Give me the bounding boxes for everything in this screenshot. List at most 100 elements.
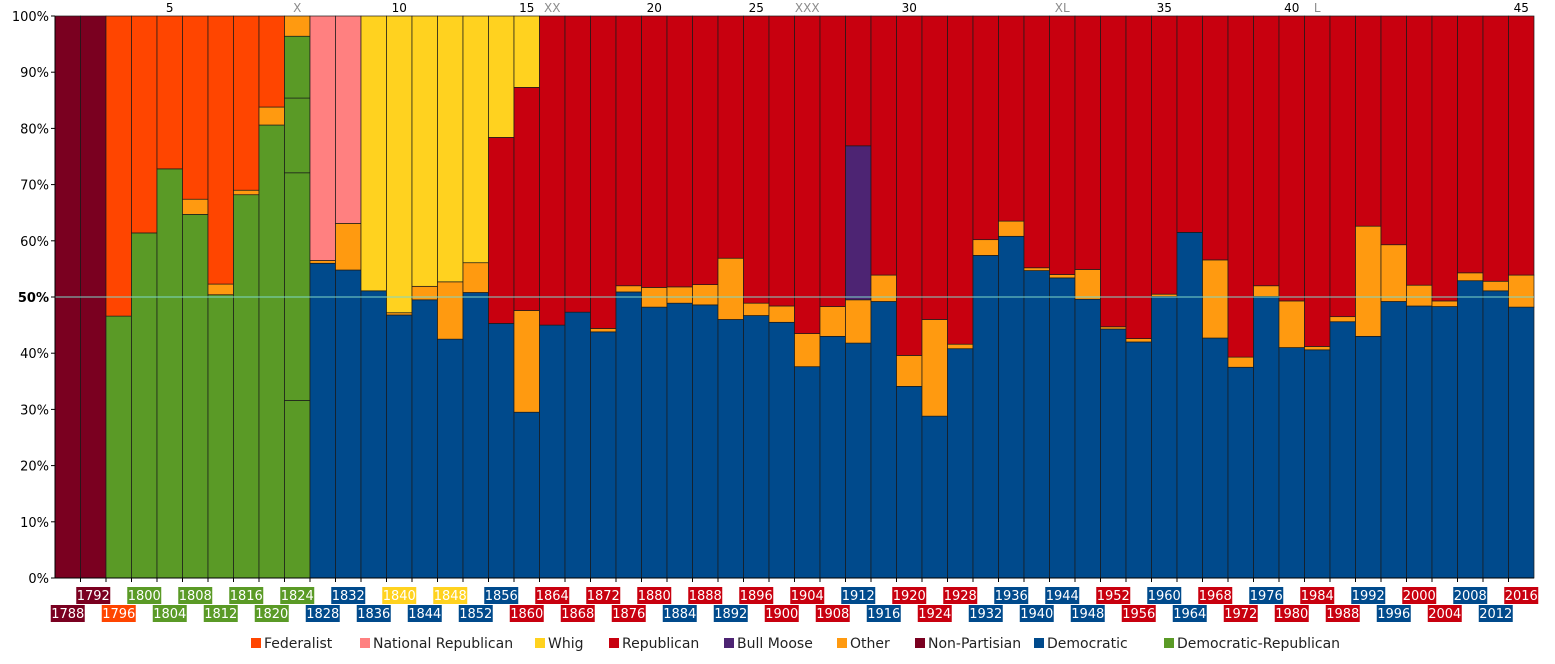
bar-segment-1812-oth	[207, 283, 234, 296]
year-label-1848: 1848	[433, 587, 468, 604]
bar-segment-1928-dem	[947, 348, 974, 579]
bar-segment-1916-dem	[870, 301, 897, 579]
bar-segment-1924-rep	[921, 15, 948, 320]
year-label-1860: 1860	[509, 605, 544, 622]
bar-segment-1900-oth	[768, 305, 795, 323]
year-label-box	[1325, 605, 1360, 622]
bar-segment-1856-rep	[488, 137, 515, 324]
legend-item-oth: Other	[837, 636, 890, 652]
legend-label: Non-Partisian	[928, 636, 1021, 652]
bar-segment-1904-dem	[794, 366, 821, 579]
bar-segment-1932-rep	[972, 15, 999, 241]
bar-segment-1876-oth	[615, 285, 642, 293]
year-label-box	[1453, 587, 1488, 604]
bar-segment-1988-dem	[1329, 321, 1356, 579]
year-label-text: 2012	[1479, 607, 1512, 622]
legend-item-dr: Democratic-Republican	[1164, 636, 1340, 652]
year-label-text: 1852	[459, 607, 492, 622]
year-label-1992: 1992	[1351, 587, 1386, 604]
plot-frame	[54, 16, 1534, 582]
bar-segment-1916-oth	[870, 274, 897, 302]
bar-segment-1820-oth	[258, 106, 285, 126]
bar-segment-1980-dem	[1278, 347, 1305, 579]
bar-segment-1844-oth	[411, 285, 438, 301]
legend-item-np: Non-Partisian	[915, 636, 1021, 652]
bar-segment-1832-dem	[335, 269, 362, 579]
year-label-box	[841, 587, 876, 604]
year-label-text: 1880	[638, 589, 671, 604]
year-label-1800: 1800	[127, 587, 162, 604]
year-label-box	[305, 605, 340, 622]
bar-segment-1936-dem	[998, 235, 1025, 579]
bar-segment-1824-dr	[284, 172, 311, 401]
bar-segment-1956-dem	[1125, 341, 1152, 579]
bar-segment-1824-dr	[284, 35, 311, 99]
legend-label: Democratic	[1047, 636, 1128, 652]
bar-segment-1796-dr	[105, 315, 132, 579]
year-label-text: 1968	[1199, 589, 1232, 604]
year-label-1936: 1936	[994, 587, 1029, 604]
ordinal-label: X	[293, 1, 301, 15]
y-tick-label: 70%	[20, 179, 49, 194]
year-label-2016: 2016	[1504, 587, 1539, 604]
year-label-1812: 1812	[203, 605, 238, 622]
bar-segment-1832-oth	[335, 223, 362, 271]
year-label-text: 1804	[153, 607, 186, 622]
ordinal-label: 40	[1284, 1, 1299, 15]
year-label-text: 2004	[1428, 607, 1461, 622]
year-label-1864: 1864	[535, 587, 570, 604]
year-label-text: 2008	[1454, 589, 1487, 604]
year-label-box	[1504, 587, 1539, 604]
year-label-text: 1828	[306, 607, 339, 622]
bar-segment-2012-dem	[1482, 290, 1509, 579]
legend-label: Whig	[548, 636, 584, 652]
bar-segment-1980-rep	[1278, 15, 1305, 302]
year-label-box	[1096, 587, 1131, 604]
year-label-1944: 1944	[1045, 587, 1080, 604]
year-label-box	[484, 587, 519, 604]
bar-segment-1852-dem	[462, 292, 489, 579]
year-label-1876: 1876	[611, 605, 646, 622]
year-label-text: 1808	[179, 589, 212, 604]
year-label-box	[1198, 587, 1233, 604]
bar-segment-1808-fed	[182, 15, 209, 200]
legend-swatch	[724, 638, 734, 648]
ordinal-label: 30	[902, 1, 917, 15]
ordinal-label: 15	[519, 1, 534, 15]
year-label-1996: 1996	[1376, 605, 1411, 622]
legend-label: Other	[850, 636, 890, 652]
legend-item-bm: Bull Moose	[724, 636, 813, 652]
year-label-text: 1884	[663, 607, 696, 622]
bar-segment-1984-oth	[1304, 346, 1331, 351]
bar-segment-1976-rep	[1253, 15, 1280, 287]
bar-segment-1872-dem	[590, 331, 617, 579]
bar-segment-1872-rep	[590, 15, 617, 329]
legend-swatch	[535, 638, 545, 648]
bar-segment-1836-dem	[360, 290, 387, 579]
year-label-text: 1888	[689, 589, 722, 604]
bar-segment-1956-rep	[1125, 15, 1152, 339]
year-label-1832: 1832	[331, 587, 366, 604]
bar-segment-1824-oth	[284, 15, 311, 37]
bar-segment-1820-fed	[258, 15, 285, 108]
bar-segment-1980-oth	[1278, 300, 1305, 348]
year-label-2012: 2012	[1478, 605, 1513, 622]
year-label-text: 1844	[408, 607, 441, 622]
year-label-box	[280, 587, 315, 604]
bar-segment-1972-rep	[1227, 15, 1254, 358]
bar-segment-1848-whig	[437, 15, 464, 283]
bar-segment-1860-oth	[513, 310, 540, 413]
year-label-1904: 1904	[790, 587, 825, 604]
year-label-1964: 1964	[1172, 605, 1207, 622]
bar-segment-1868-dem	[564, 311, 591, 579]
year-label-1980: 1980	[1274, 605, 1309, 622]
year-label-box	[1172, 605, 1207, 622]
bar-segment-1988-rep	[1329, 15, 1356, 318]
bar-segment-2000-oth	[1406, 284, 1433, 307]
year-label-1896: 1896	[739, 587, 774, 604]
legend-swatch	[915, 638, 925, 648]
year-label-box	[331, 587, 366, 604]
year-label-1920: 1920	[892, 587, 927, 604]
year-label-2000: 2000	[1402, 587, 1437, 604]
